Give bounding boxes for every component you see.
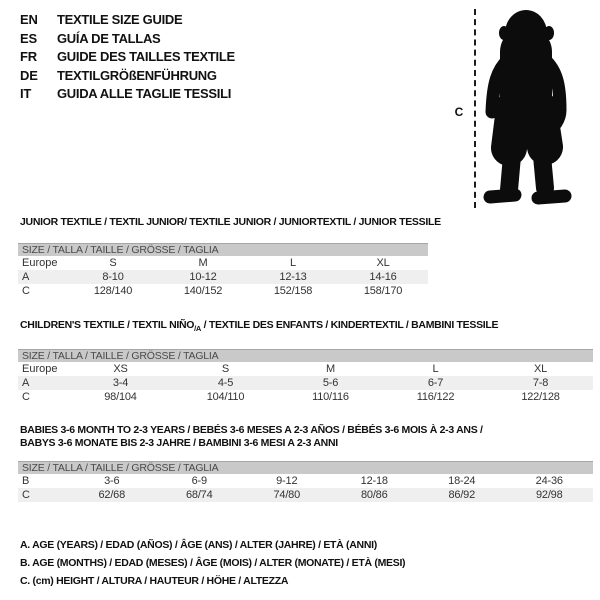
size-cell: 5-6 (322, 377, 339, 390)
language-list: EN TEXTILE SIZE GUIDE ES GUÍA DE TALLAS … (20, 11, 235, 104)
size-cell: L (290, 257, 296, 269)
language-title: GUIDA ALLE TAGLIE TESSILI (57, 86, 232, 101)
size-cell: 3-6 (104, 475, 120, 487)
height-figure: C (450, 6, 596, 212)
size-cell: S (109, 257, 117, 269)
size-cell: 18-24 (448, 475, 476, 487)
babies-section-title-line1: BABIES 3-6 MONTH TO 2-3 YEARS / BEBÉS 3-… (20, 424, 483, 436)
legend-line-a: A. AGE (YEARS) / EDAD (AÑOS) / ÂGE (ANS)… (20, 539, 377, 551)
children-section: CHILDREN'S TEXTILE / TEXTIL NIÑO/A / TEX… (18, 316, 593, 404)
size-cell: 74/80 (273, 489, 301, 501)
size-cell: 68/74 (185, 489, 213, 501)
size-cell: 24-36 (535, 475, 563, 487)
size-row-a: A 8-10 10-12 12-13 14-16 (18, 270, 428, 284)
babies-section: BABIES 3-6 MONTH TO 2-3 YEARS / BEBÉS 3-… (18, 421, 593, 502)
language-code: EN (20, 12, 38, 27)
row-label: C (22, 391, 30, 404)
row-label: Europe (22, 257, 58, 269)
language-row-de: DE TEXTILGRÖßENFÜHRUNG (20, 67, 235, 86)
language-code: ES (20, 30, 37, 46)
row-label: A (22, 271, 30, 283)
size-row-europe: Europe S M L XL (18, 256, 428, 270)
language-row-es: ES GUÍA DE TALLAS (20, 30, 235, 49)
size-row-b: B 3-6 6-9 9-12 12-18 18-24 24-36 (18, 474, 593, 488)
size-cell: 152/158 (273, 285, 313, 297)
size-cell: 104/110 (206, 391, 245, 404)
row-label: A (22, 377, 30, 390)
junior-section-title: JUNIOR TEXTILE / TEXTIL JUNIOR/ TEXTILE … (20, 216, 441, 228)
size-cell: 116/122 (416, 391, 455, 404)
size-cell: S (221, 363, 230, 376)
size-cell: 6-9 (191, 475, 208, 487)
language-code: DE (20, 67, 38, 83)
children-section-title: CHILDREN'S TEXTILE / TEXTIL NIÑO/A / TEX… (18, 316, 593, 335)
babies-size-header-bar: SIZE / TALLA / TAILLE / GRÖSSE / TAGLIA (18, 461, 593, 474)
size-cell: XS (113, 363, 128, 376)
size-cell: 62/68 (98, 489, 126, 501)
size-cell: 14-16 (369, 271, 397, 283)
junior-size-header-bar: SIZE / TALLA / TAILLE / GRÖSSE / TAGLIA (18, 243, 428, 256)
legend-line-b: B. AGE (MONTHS) / EDAD (MESES) / ÂGE (MO… (20, 557, 406, 569)
size-cell: 140/152 (183, 285, 223, 297)
size-row-c: C 98/104 104/110 110/116 116/122 122/128 (18, 390, 593, 404)
legend: A. AGE (YEARS) / EDAD (AÑOS) / ÂGE (ANS)… (20, 536, 406, 590)
children-title-part1: CHILDREN'S TEXTILE / TEXTIL NIÑO (20, 319, 195, 331)
size-cell: 98/104 (104, 391, 137, 404)
language-title: TEXTILGRÖßENFÜHRUNG (57, 67, 217, 83)
size-cell: 158/170 (363, 285, 403, 297)
toddler-silhouette-icon (483, 10, 572, 205)
language-title: GUÍA DE TALLAS (57, 30, 161, 46)
size-cell: 4-5 (217, 377, 234, 390)
language-code: FR (20, 49, 37, 64)
size-cell: 6-7 (427, 377, 444, 390)
size-cell: M (198, 257, 208, 269)
size-cell: 7-8 (532, 377, 549, 390)
height-dashed-line (474, 9, 476, 208)
size-cell: 86/92 (448, 489, 476, 501)
row-label: C (22, 489, 30, 501)
size-row-europe: Europe XS S M L XL (18, 362, 593, 376)
children-title-sub: /A (194, 324, 202, 334)
size-row-c: C 62/68 68/74 74/80 80/86 86/92 92/98 (18, 488, 593, 502)
row-label: Europe (22, 363, 58, 376)
size-cell: 12-18 (360, 475, 388, 487)
language-row-it: IT GUIDA ALLE TAGLIE TESSILI (20, 85, 235, 104)
babies-section-title-line2: BABYS 3-6 MONATE BIS 2-3 JAHRE / BAMBINI… (20, 437, 338, 449)
size-cell: XL (533, 363, 548, 376)
height-measure-label: C (454, 105, 464, 119)
size-cell: 80/86 (360, 489, 388, 501)
size-cell: 3-4 (112, 377, 129, 390)
language-title: TEXTILE SIZE GUIDE (57, 12, 183, 27)
children-size-header-bar: SIZE / TALLA / TAILLE / GRÖSSE / TAGLIA (18, 349, 593, 363)
language-title: GUIDE DES TAILLES TEXTILE (57, 49, 235, 64)
size-row-c: C 128/140 140/152 152/158 158/170 (18, 284, 428, 298)
size-cell: 12-13 (279, 271, 307, 283)
size-row-a: A 3-4 4-5 5-6 6-7 7-8 (18, 376, 593, 391)
language-row-fr: FR GUIDE DES TAILLES TEXTILE (20, 48, 235, 67)
size-cell: 128/140 (93, 285, 133, 297)
row-label: C (22, 285, 30, 297)
row-label: B (22, 475, 30, 487)
size-cell: L (432, 363, 439, 376)
size-cell: XL (376, 257, 390, 269)
legend-line-c: C. (cm) HEIGHT / ALTURA / HAUTEUR / HÖHE… (20, 575, 289, 587)
language-code: IT (20, 86, 32, 101)
size-cell: 92/98 (535, 489, 563, 501)
size-cell: 9-12 (276, 475, 298, 487)
size-cell: M (326, 363, 335, 376)
size-cell: 10-12 (189, 271, 217, 283)
size-cell: 8-10 (102, 271, 124, 283)
size-cell: 122/128 (521, 391, 560, 404)
language-row-en: EN TEXTILE SIZE GUIDE (20, 11, 235, 30)
children-title-part2: / TEXTILE DES ENFANTS / KINDERTEXTIL / B… (201, 319, 499, 331)
junior-section: JUNIOR TEXTILE / TEXTIL JUNIOR/ TEXTILE … (18, 213, 441, 298)
size-cell: 110/116 (312, 391, 349, 404)
